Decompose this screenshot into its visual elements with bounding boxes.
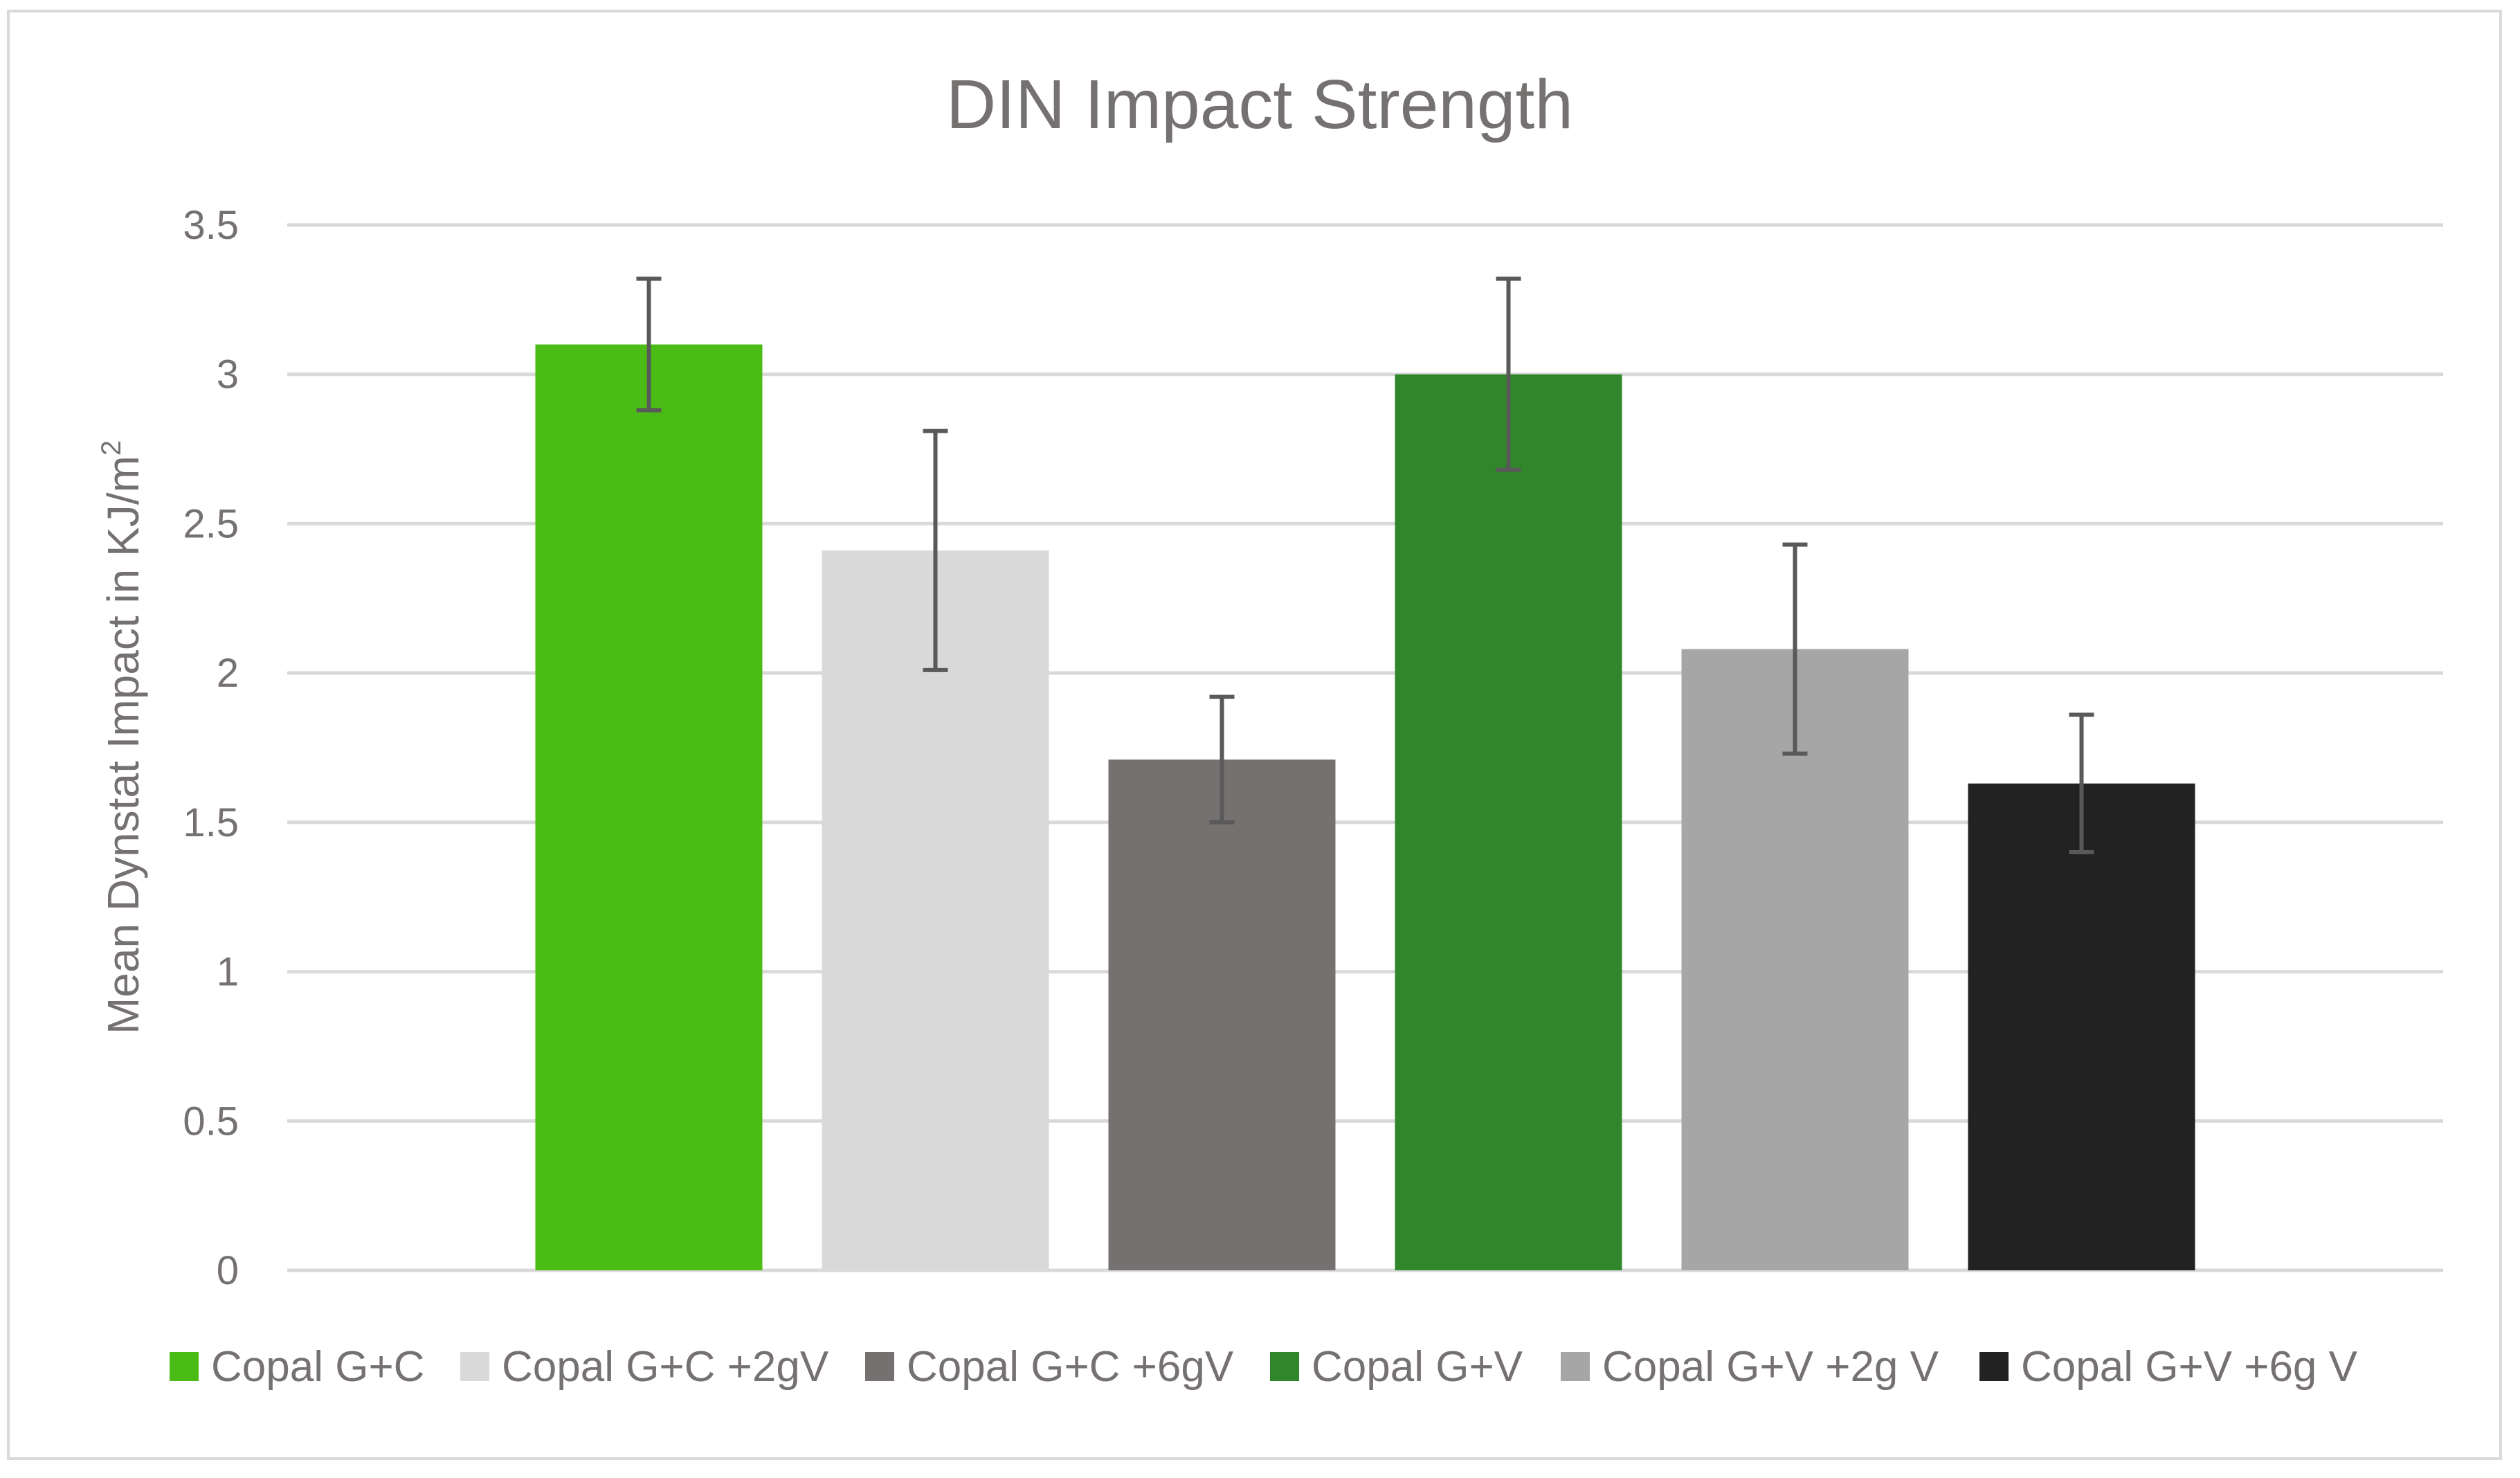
legend-label: Copal G+C +2gV <box>502 1343 829 1391</box>
y-tick-label: 0.5 <box>183 1099 239 1144</box>
error-bar <box>636 276 662 413</box>
error-bars <box>636 276 2094 854</box>
error-bar <box>923 429 948 672</box>
error-bar <box>1496 276 1521 472</box>
y-axis-title-superscript: 2 <box>96 440 127 456</box>
y-tick-label: 1.5 <box>183 800 239 845</box>
y-tick-label: 1 <box>217 950 239 995</box>
legend-label: Copal G+V +6g V <box>2021 1343 2358 1391</box>
y-tick-label: 3 <box>217 352 239 397</box>
legend-label: Copal G+C <box>211 1343 424 1391</box>
legend-item: Copal G+V +2g V <box>1561 1343 1939 1391</box>
bar <box>1968 783 2195 1270</box>
legend-item: Copal G+V <box>1270 1343 1523 1391</box>
legend-swatch <box>865 1352 894 1381</box>
y-tick-label: 0 <box>217 1248 239 1293</box>
legend-swatch <box>1561 1352 1590 1381</box>
legend-label: Copal G+V <box>1312 1343 1523 1391</box>
error-bar <box>2069 712 2094 854</box>
legend-swatch <box>170 1352 199 1381</box>
legend-item: Copal G+C <box>170 1343 424 1391</box>
y-axis-title-text: Mean Dynstat Impact in KJ/m <box>98 456 148 1034</box>
y-tick-label: 2.5 <box>183 501 239 546</box>
legend-swatch <box>1979 1352 2009 1381</box>
legend-swatch <box>460 1352 489 1381</box>
bars <box>535 344 2195 1271</box>
legend-item: Copal G+C +2gV <box>460 1343 829 1391</box>
legend-item: Copal G+V +6g V <box>1979 1343 2358 1391</box>
chart-title: DIN Impact Strength <box>946 66 1573 143</box>
bar <box>1108 759 1336 1270</box>
legend-swatch <box>1270 1352 1299 1381</box>
legend-label: Copal G+V +2g V <box>1602 1343 1939 1391</box>
error-bar <box>1209 694 1235 824</box>
y-axis-title: Mean Dynstat Impact in KJ/m2 <box>96 440 148 1034</box>
y-axis-ticks: 0 0.5 1 1.5 2 2.5 3 3.5 <box>183 203 239 1293</box>
bar <box>1395 374 1622 1270</box>
legend-label: Copal G+C +6gV <box>907 1343 1234 1391</box>
legend-item: Copal G+C +6gV <box>865 1343 1234 1391</box>
bar <box>535 344 763 1271</box>
y-tick-label: 3.5 <box>183 203 239 248</box>
error-bar <box>1782 542 1808 756</box>
y-tick-label: 2 <box>217 651 239 696</box>
legend: Copal G+C Copal G+C +2gV Copal G+C +6gV Cop… <box>170 1343 2358 1391</box>
